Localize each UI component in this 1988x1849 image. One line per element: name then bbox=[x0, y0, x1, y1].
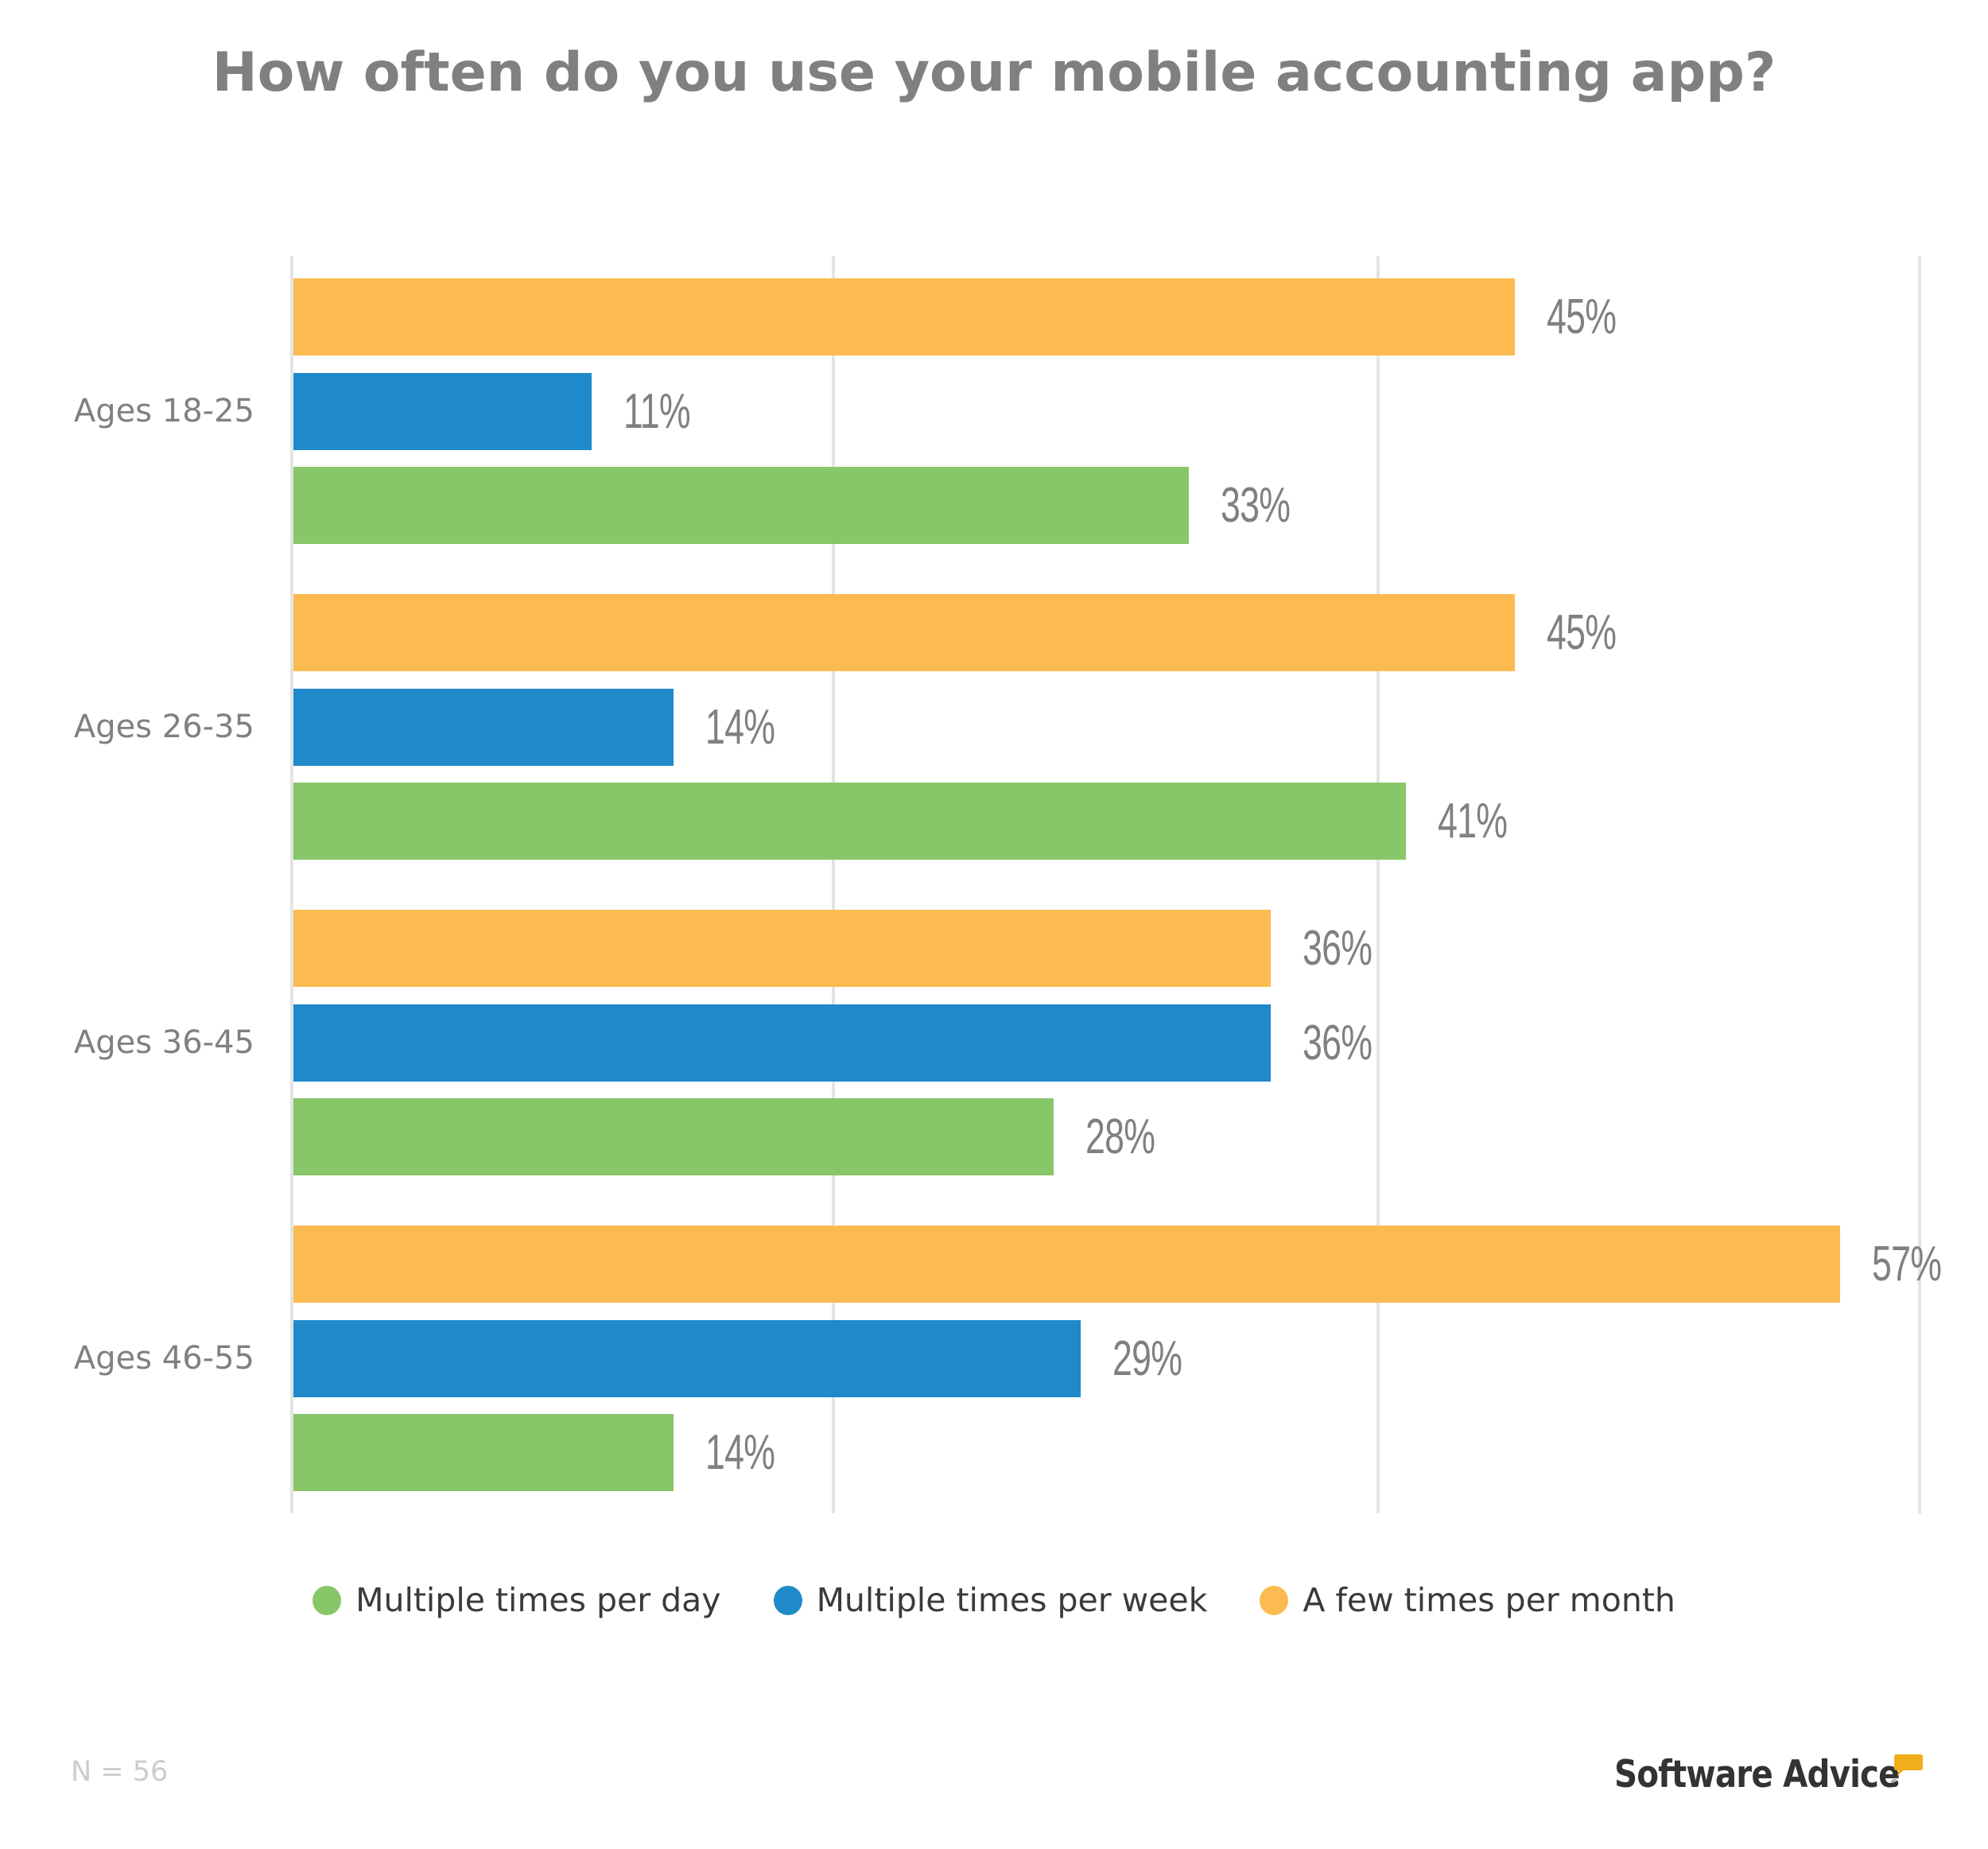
legend: Multiple times per day Multiple times pe… bbox=[0, 1578, 1988, 1622]
value-label: 28% bbox=[1085, 1109, 1155, 1164]
value-label: 36% bbox=[1302, 1016, 1373, 1070]
bar-few-per-month bbox=[293, 278, 1515, 355]
bar-multiple-per-week bbox=[293, 689, 674, 766]
value-label: 14% bbox=[705, 1425, 775, 1480]
legend-item-few-per-month[interactable]: A few times per month bbox=[1260, 1581, 1675, 1619]
sample-size-note: N = 56 bbox=[71, 1756, 169, 1788]
bar-multiple-per-day bbox=[293, 1098, 1054, 1175]
gridline-20 bbox=[832, 256, 835, 1513]
logo-text: Software Advice bbox=[1614, 1753, 1901, 1797]
category-label: Ages 36-45 bbox=[73, 1024, 254, 1061]
bar-multiple-per-day bbox=[293, 783, 1407, 860]
value-label: 45% bbox=[1546, 289, 1617, 344]
gridline-60 bbox=[1918, 256, 1921, 1513]
chart-title: How often do you use your mobile account… bbox=[212, 41, 1776, 104]
legend-item-multiple-per-week[interactable]: Multiple times per week bbox=[773, 1581, 1208, 1619]
legend-item-multiple-per-day[interactable]: Multiple times per day bbox=[313, 1581, 721, 1619]
bar-multiple-per-week bbox=[293, 373, 592, 450]
value-label: 57% bbox=[1872, 1237, 1942, 1292]
value-label: 14% bbox=[705, 700, 775, 755]
bar-few-per-month bbox=[293, 1226, 1841, 1303]
bar-multiple-per-day bbox=[293, 467, 1190, 544]
legend-dot-icon bbox=[313, 1585, 342, 1615]
gridline-40 bbox=[1376, 256, 1380, 1513]
legend-dot-icon bbox=[773, 1585, 802, 1615]
legend-label: Multiple times per day bbox=[355, 1581, 721, 1619]
value-label: 36% bbox=[1302, 921, 1373, 976]
category-label: Ages 46-55 bbox=[73, 1340, 254, 1377]
legend-dot-icon bbox=[1260, 1585, 1289, 1615]
value-label: 11% bbox=[623, 384, 691, 439]
bar-few-per-month bbox=[293, 594, 1515, 671]
bar-multiple-per-week bbox=[293, 1320, 1081, 1397]
value-label: 41% bbox=[1438, 794, 1508, 849]
legend-label: A few times per month bbox=[1303, 1581, 1675, 1619]
axis-line-0 bbox=[290, 256, 293, 1513]
speech-bubble-icon bbox=[1894, 1754, 1923, 1776]
legend-label: Multiple times per week bbox=[816, 1581, 1208, 1619]
category-label: Ages 18-25 bbox=[73, 393, 254, 429]
registered-mark: ® bbox=[1889, 1778, 1900, 1790]
value-label: 29% bbox=[1112, 1331, 1182, 1386]
value-label: 45% bbox=[1546, 605, 1617, 660]
bar-few-per-month bbox=[293, 910, 1271, 987]
category-label: Ages 26-35 bbox=[73, 709, 254, 745]
value-label: 33% bbox=[1221, 478, 1291, 533]
bar-multiple-per-day bbox=[293, 1414, 674, 1491]
bar-multiple-per-week bbox=[293, 1004, 1271, 1082]
